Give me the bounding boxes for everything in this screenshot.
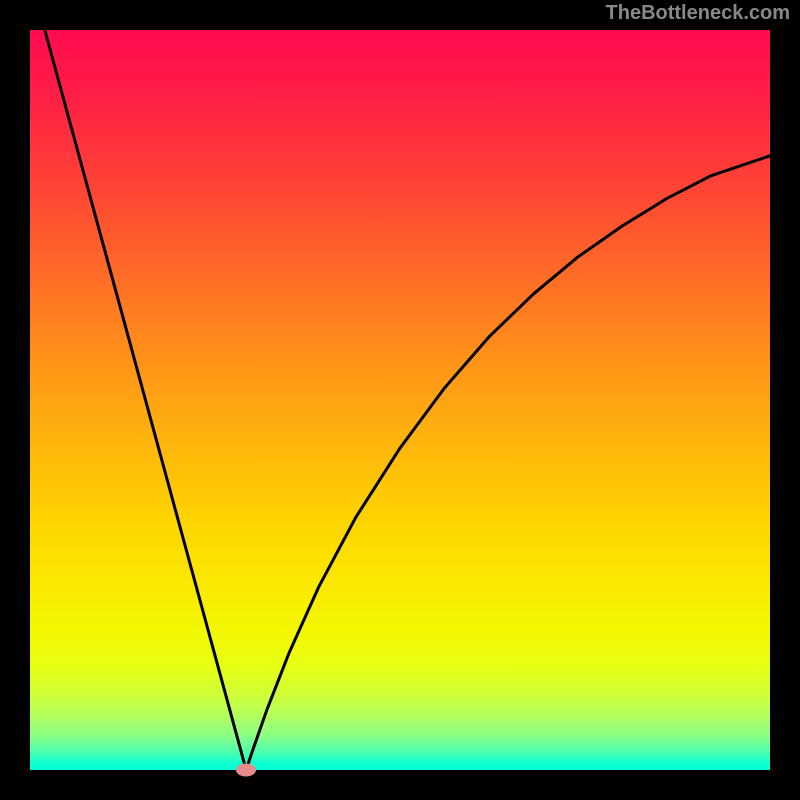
watermark-text: TheBottleneck.com — [606, 2, 790, 25]
bottleneck-curve — [30, 30, 770, 770]
optimal-point-marker — [236, 764, 256, 777]
plot-area — [30, 30, 770, 770]
